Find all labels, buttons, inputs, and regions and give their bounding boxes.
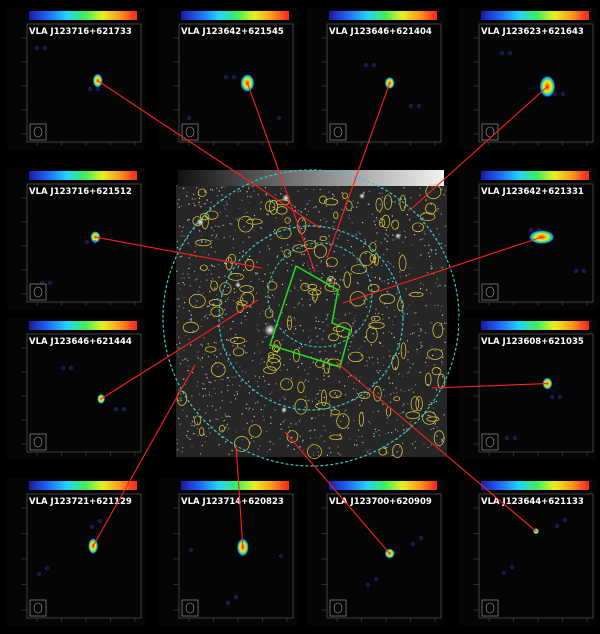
connector-line — [342, 236, 542, 304]
panel-frame — [326, 23, 442, 143]
colorbar — [181, 11, 289, 20]
colorbar — [181, 481, 289, 490]
beam-box — [29, 123, 47, 141]
source-panel: VLA J123714+620823 — [159, 478, 297, 626]
middle-field-circle — [218, 225, 404, 411]
panel-frame — [26, 333, 142, 453]
source-panel: VLA J123623+621643 — [459, 8, 597, 150]
source-panel: VLA J123700+620909 — [307, 478, 445, 626]
connector-line — [431, 383, 548, 389]
source-panel: VLA J123716+621733 — [7, 8, 145, 150]
source-label: VLA J123644+621133 — [481, 497, 584, 507]
panel-frame — [26, 183, 142, 303]
beam-box — [329, 123, 347, 141]
beam-box — [181, 599, 199, 617]
beam-box — [481, 123, 499, 141]
beam-box — [481, 599, 499, 617]
colorbar — [481, 481, 589, 490]
panel-frame — [26, 23, 142, 143]
source-panel: VLA J123642+621545 — [159, 8, 297, 150]
source-label: VLA J123623+621643 — [481, 27, 584, 37]
connector-line — [284, 431, 391, 554]
source-label: VLA J123642+621545 — [181, 27, 284, 37]
connector-line — [409, 86, 548, 211]
center-field-image — [176, 170, 447, 457]
beam-box — [481, 283, 499, 301]
panel-frame — [478, 333, 594, 453]
connector-line — [97, 80, 321, 229]
colorbar — [329, 481, 437, 490]
beam-box — [29, 599, 47, 617]
panel-frame — [326, 493, 442, 619]
source-label: VLA J123714+620823 — [181, 497, 284, 507]
bright-star — [327, 277, 333, 283]
colorbar — [481, 171, 589, 180]
bright-star — [395, 233, 401, 239]
source-panel: VLA J123721+621129 — [7, 478, 145, 626]
panel-frame — [26, 493, 142, 619]
connector-line — [246, 82, 316, 273]
beam-box — [481, 433, 499, 451]
connector-line — [95, 236, 263, 269]
source-label: VLA J123642+621331 — [481, 187, 584, 197]
connector-line — [326, 82, 391, 259]
field-outline — [269, 264, 351, 368]
colorbar — [481, 11, 589, 20]
source-panel: VLA J123608+621035 — [459, 318, 597, 460]
source-panel: VLA J123716+621512 — [7, 168, 145, 310]
source-label: VLA J123716+621733 — [29, 27, 132, 37]
source-label: VLA J123721+621129 — [29, 497, 132, 507]
beam-box — [181, 123, 199, 141]
source-panel: VLA J123644+621133 — [459, 478, 597, 626]
connector-line — [335, 361, 537, 532]
panel-frame — [178, 493, 294, 619]
bright-star — [235, 282, 241, 288]
source-panel: VLA J123646+621444 — [7, 318, 145, 460]
beam-box — [329, 599, 347, 617]
colorbar — [481, 321, 589, 330]
colorbar — [29, 321, 137, 330]
panel-frame — [478, 493, 594, 619]
bright-star — [281, 407, 287, 413]
source-label: VLA J123716+621512 — [29, 187, 132, 197]
source-panel: VLA J123646+621404 — [307, 8, 445, 150]
source-label: VLA J123608+621035 — [481, 337, 584, 347]
colorbar — [29, 11, 137, 20]
connector-line — [100, 299, 259, 400]
source-label: VLA J123700+620909 — [329, 497, 432, 507]
connector-lines — [92, 80, 548, 554]
colorbar — [29, 481, 137, 490]
bright-star — [359, 193, 365, 199]
colorbar — [29, 171, 137, 180]
source-label: VLA J123646+621404 — [329, 27, 432, 37]
panel-frame — [478, 23, 594, 143]
bright-star — [264, 324, 276, 336]
beam-box — [29, 433, 47, 451]
colorbar — [329, 11, 437, 20]
inner-field-circle — [267, 242, 373, 348]
beam-box — [29, 283, 47, 301]
panel-frame — [178, 23, 294, 143]
connector-line — [92, 364, 196, 547]
grayscale-bar — [178, 170, 444, 186]
source-label: VLA J123646+621444 — [29, 337, 132, 347]
source-panel: VLA J123642+621331 — [459, 168, 597, 310]
source-contours — [176, 183, 446, 459]
connector-line — [235, 444, 244, 548]
panel-frame — [478, 183, 594, 303]
